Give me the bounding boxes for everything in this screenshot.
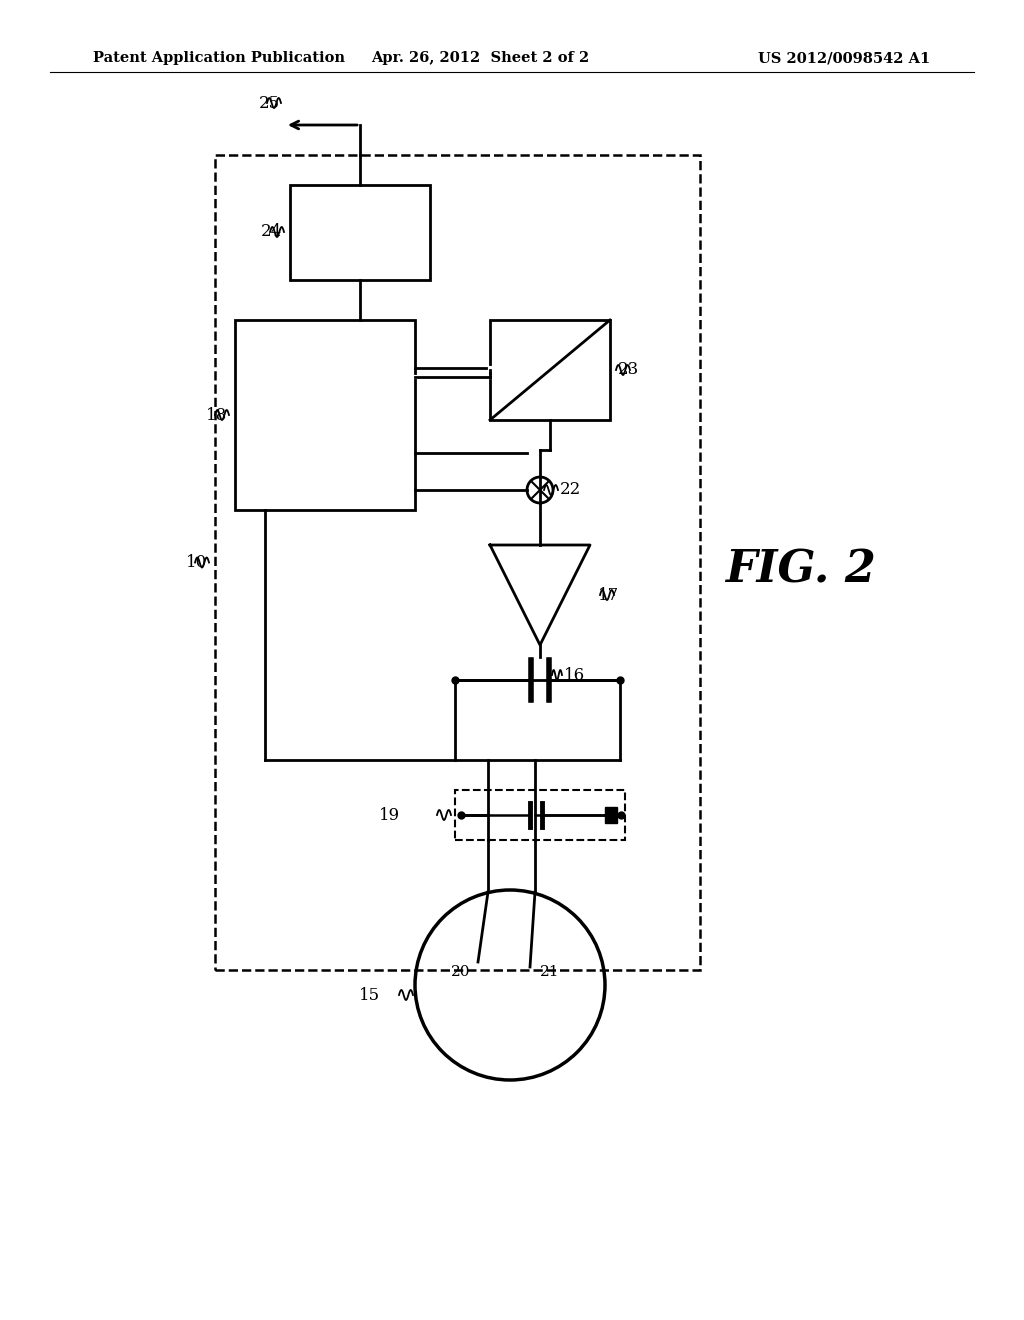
Bar xyxy=(215,154,700,970)
Text: Patent Application Publication: Patent Application Publication xyxy=(93,51,345,65)
Text: 22: 22 xyxy=(560,482,582,499)
Text: 15: 15 xyxy=(358,986,380,1003)
Text: US 2012/0098542 A1: US 2012/0098542 A1 xyxy=(758,51,930,65)
Text: 21: 21 xyxy=(540,965,559,979)
Text: 19: 19 xyxy=(379,807,400,824)
Text: 25: 25 xyxy=(259,95,280,111)
Text: 16: 16 xyxy=(564,667,585,684)
Text: 20: 20 xyxy=(451,965,470,979)
Bar xyxy=(290,185,430,280)
Text: Apr. 26, 2012  Sheet 2 of 2: Apr. 26, 2012 Sheet 2 of 2 xyxy=(371,51,589,65)
Text: 10: 10 xyxy=(185,554,207,572)
Bar xyxy=(490,319,610,420)
Bar xyxy=(234,319,415,510)
Bar xyxy=(455,789,625,840)
Text: 24: 24 xyxy=(261,223,282,240)
Text: 23: 23 xyxy=(618,362,639,379)
Text: 18: 18 xyxy=(206,407,227,424)
Text: 17: 17 xyxy=(598,586,620,603)
Bar xyxy=(605,807,617,822)
Text: FIG. 2: FIG. 2 xyxy=(725,549,876,591)
